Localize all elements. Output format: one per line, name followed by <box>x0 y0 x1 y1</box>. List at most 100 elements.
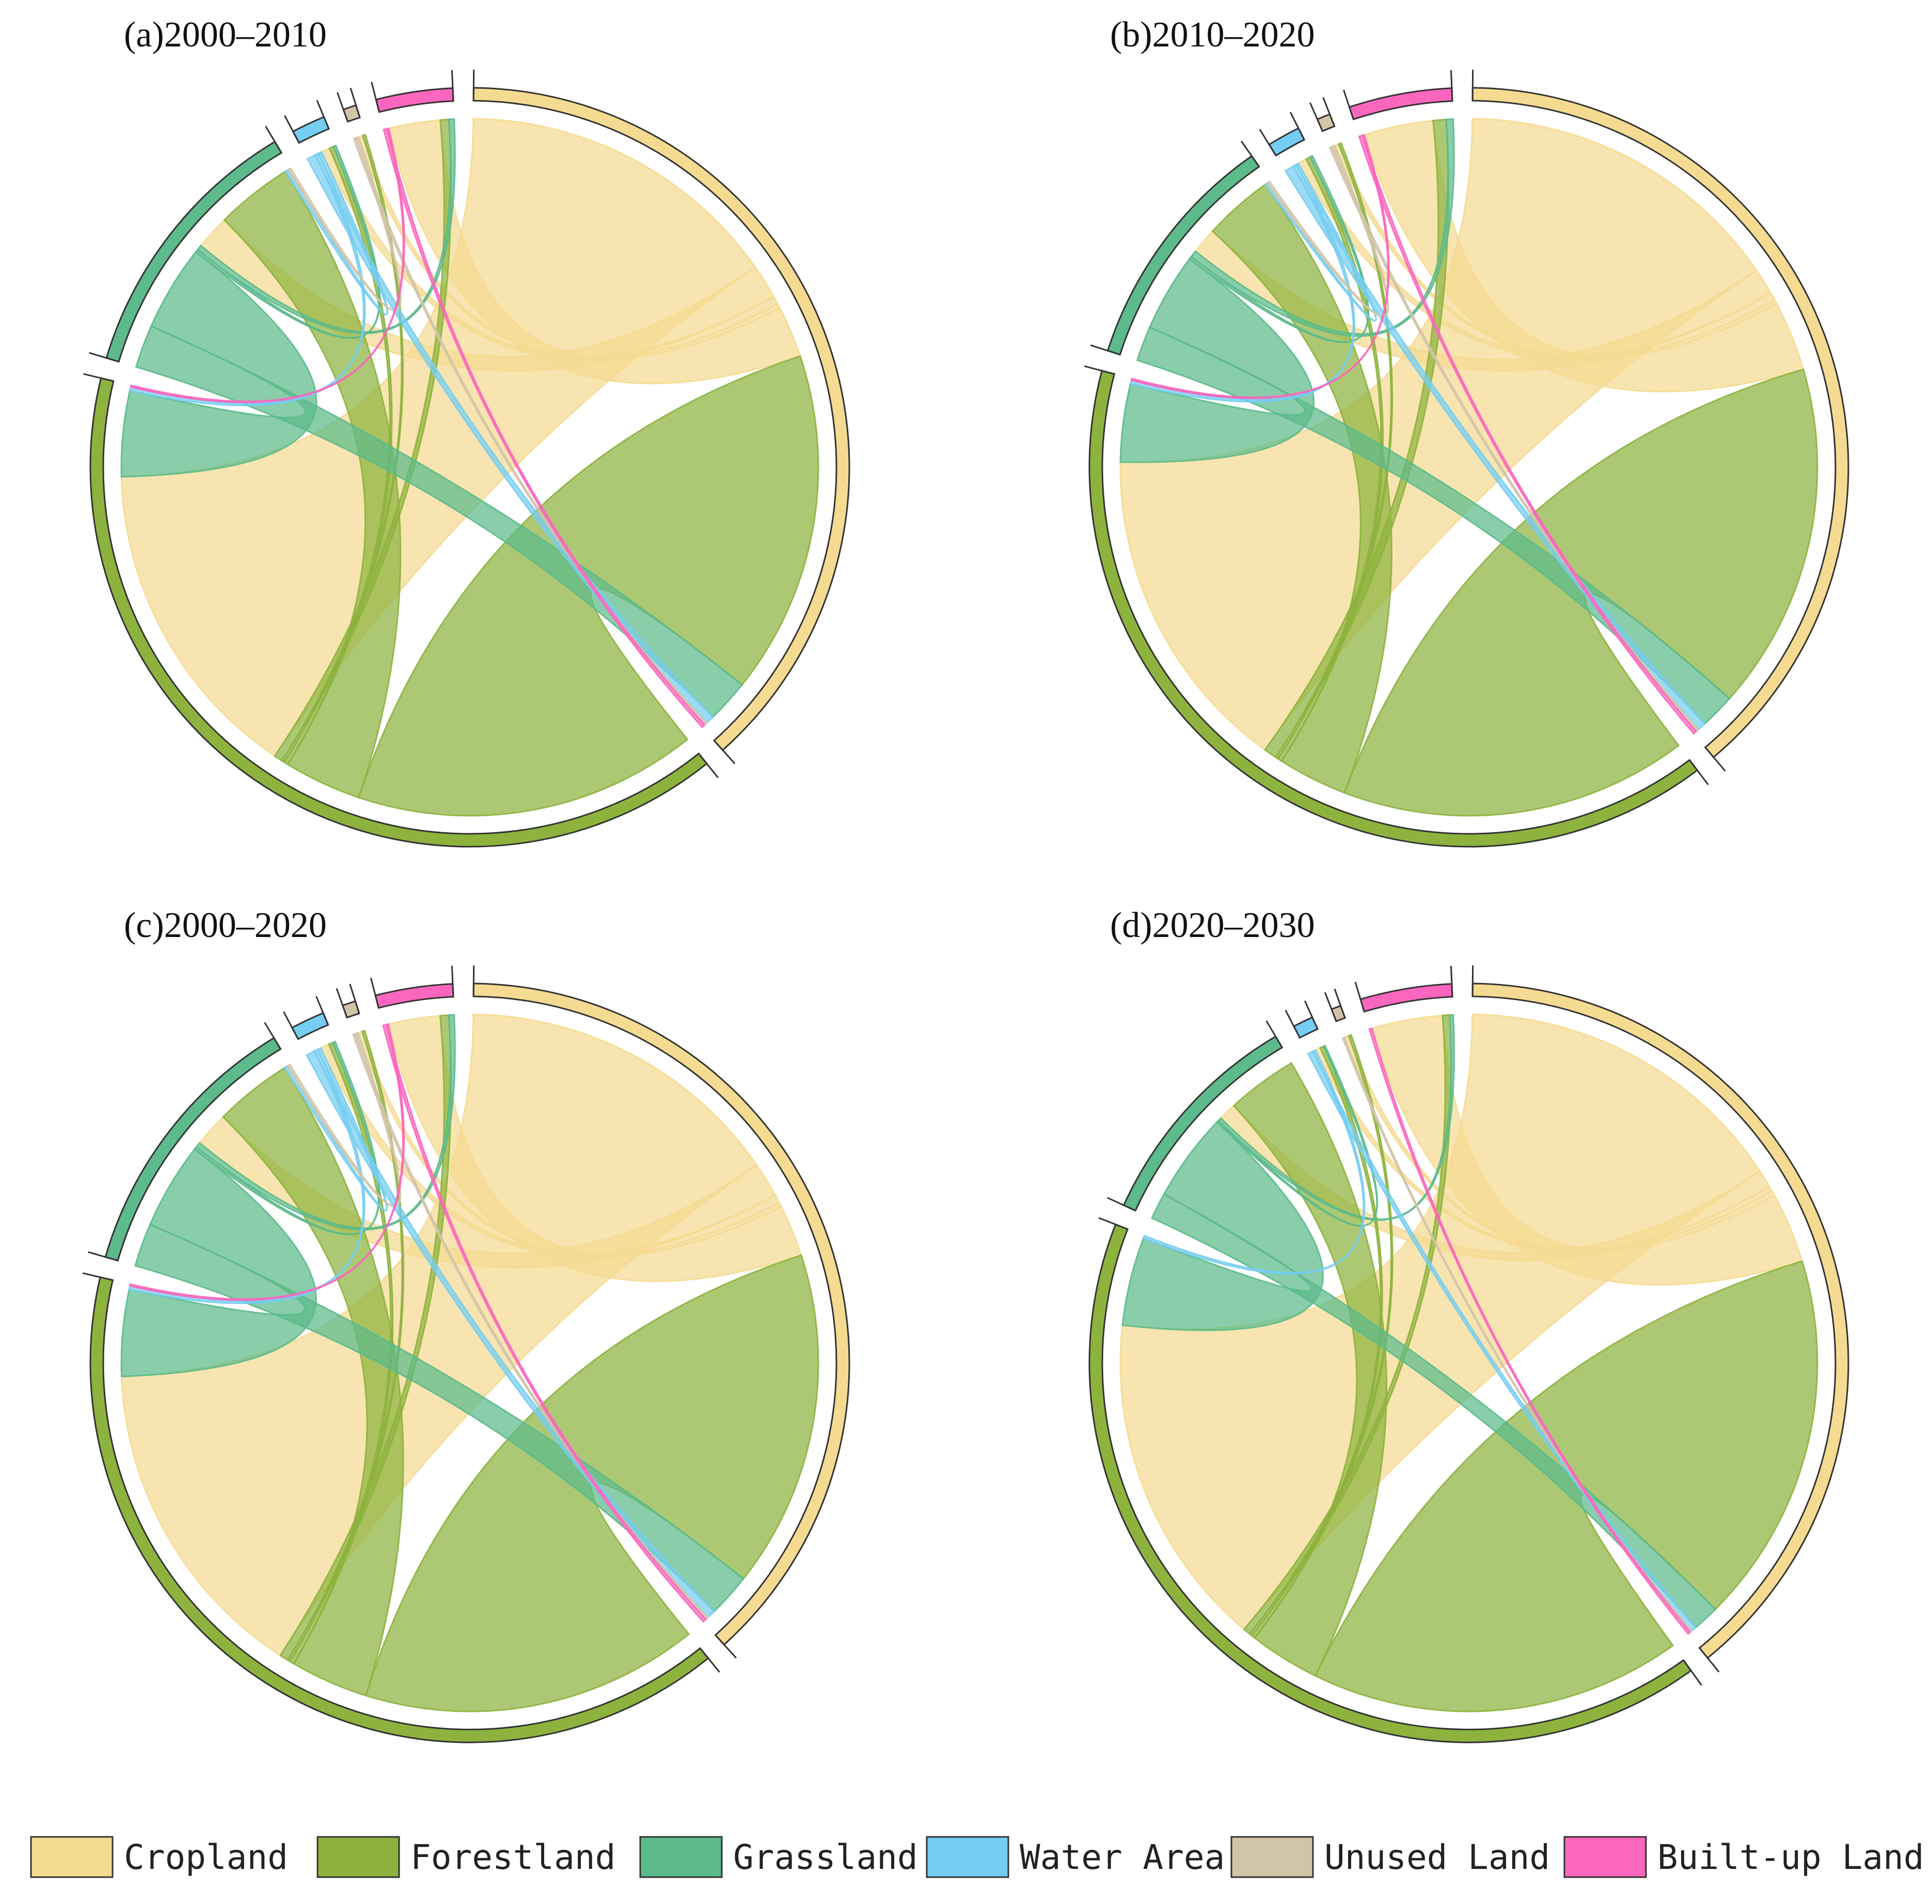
ribbon-water-area-to-grassland <box>284 151 389 315</box>
tick-forestland-start <box>1683 1659 1702 1686</box>
ribbon-grassland-to-forestland <box>120 1148 317 1377</box>
chord-panel-2: (b)2010–2020 <box>1084 15 1849 848</box>
tick-cropland-start <box>1471 70 1474 101</box>
ribbon-unused-land-to-grassland <box>1266 145 1389 317</box>
ribbon-built-up-land-to-cropland <box>1368 1027 1691 1635</box>
tick-grassland-start <box>1090 344 1120 356</box>
tick-grassland-start <box>88 1251 118 1262</box>
panel-title: (c)2000–2020 <box>124 906 327 945</box>
arc-water-area <box>291 1012 329 1040</box>
legend-item-grassland: Grassland <box>639 1836 918 1878</box>
arc-built-up-land <box>375 87 454 113</box>
tick-forestland-end <box>1084 365 1115 375</box>
legend-label: Unused Land <box>1324 1837 1550 1877</box>
tick-built-up-land-start <box>1354 981 1365 1012</box>
ribbon-water-area-to-forestland <box>1142 1049 1366 1275</box>
ribbon-built-up-land-to-forestland <box>1130 134 1390 400</box>
tick-unused-land-end <box>350 88 361 118</box>
ribbon-forestland-to-built-up-land <box>1263 118 1450 758</box>
legend-swatch <box>30 1836 114 1878</box>
ribbons <box>120 1013 819 1712</box>
tick-cropland-end <box>1704 747 1726 772</box>
panel-title: (b)2010–2020 <box>1110 15 1315 55</box>
tick-unused-land-start <box>1324 992 1337 1022</box>
legend-swatch <box>316 1836 400 1878</box>
panel-title: (d)2020–2030 <box>1110 906 1315 945</box>
legend-item-water-area: Water Area <box>926 1836 1225 1878</box>
panel-title: (a)2000–2010 <box>124 15 327 55</box>
tick-water-area-end <box>316 100 330 130</box>
ribbon-water-area-to-forestland <box>1129 163 1355 403</box>
tick-grassland-end <box>1241 140 1260 167</box>
ribbons <box>1119 1013 1818 1712</box>
tick-built-up-land-start <box>1343 89 1354 120</box>
tick-unused-land-end <box>1322 97 1336 126</box>
ribbon-grassland-to-water-area <box>1188 154 1369 343</box>
tick-water-area-start <box>283 1011 299 1040</box>
tick-cropland-start <box>1471 965 1474 997</box>
ribbon-grassland-to-forestland <box>120 250 318 478</box>
category-arcs <box>1084 70 1849 848</box>
tick-unused-land-end <box>1334 988 1346 1019</box>
tick-cropland-end <box>1699 1647 1720 1673</box>
legend-swatch <box>639 1836 723 1878</box>
ribbon-grassland-to-forestland <box>1119 258 1315 463</box>
ribbon-built-up-land-to-cropland <box>382 1023 707 1623</box>
category-arcs <box>83 70 850 848</box>
tick-unused-land-start <box>336 92 349 122</box>
ribbon-unused-land-to-grassland <box>287 1032 402 1208</box>
chord-panel-1: (a)2000–2010 <box>83 15 850 848</box>
tick-cropland-end <box>715 1635 737 1659</box>
tick-built-up-land-start <box>371 82 380 113</box>
legend-swatch <box>1563 1836 1647 1878</box>
category-arcs <box>1088 965 1849 1743</box>
legend-item-unused-land: Unused Land <box>1230 1836 1550 1878</box>
ribbon-grassland-to-water-area <box>195 144 381 339</box>
tick-water-area-end <box>1304 1000 1319 1029</box>
ribbon-grassland-to-forestland <box>1121 1121 1324 1331</box>
legend-item-forestland: Forestland <box>316 1836 615 1878</box>
tick-grassland-start <box>89 352 119 363</box>
ribbon-water-area-to-cropland <box>305 1050 716 1619</box>
ribbon-unused-land-to-cropland <box>353 137 708 726</box>
ribbon-grassland-to-water-area <box>1216 1044 1379 1227</box>
chord-panel-3: (c)2000–2020 <box>82 906 850 1743</box>
arc-water-area <box>1292 1016 1319 1039</box>
ribbon-unused-land-to-cropland <box>1341 1036 1693 1633</box>
arc-unused-land <box>1316 113 1336 133</box>
tick-forestland-start <box>699 1647 720 1673</box>
tick-unused-land-end <box>349 983 360 1014</box>
tick-water-area-end <box>1289 112 1305 140</box>
tick-water-area-start <box>283 115 300 144</box>
legend-item-built-up-land: Built-up Land <box>1563 1836 1924 1878</box>
tick-cropland-start <box>472 70 475 101</box>
arc-water-area <box>292 116 330 144</box>
ribbon-grassland-to-built-up-land <box>1217 1014 1455 1221</box>
arc-grassland <box>1122 1035 1284 1212</box>
arc-unused-land <box>342 104 361 123</box>
legend-label: Built-up Land <box>1657 1837 1924 1877</box>
category-arcs <box>82 965 850 1743</box>
ribbon-water-area-to-cropland <box>1284 165 1706 731</box>
ribbon-unused-land-to-cropland <box>1328 146 1700 733</box>
ribbon-built-up-land-to-forestland <box>130 127 405 403</box>
tick-water-area-start <box>1259 129 1277 156</box>
tick-cropland-start <box>472 965 475 997</box>
tick-grassland-end <box>1265 1020 1283 1048</box>
tick-built-up-land-start <box>370 977 379 1008</box>
chord-panels: (a)2000–2010 (b)2010–2020 (c)2000–2020 (d)2… <box>82 15 1849 1743</box>
legend-swatch <box>926 1836 1009 1878</box>
ribbon-water-area-to-grassland <box>283 1046 388 1212</box>
legend-label: Water Area <box>1020 1837 1225 1877</box>
tick-water-area-start <box>1285 1010 1301 1038</box>
tick-built-up-land-end <box>1450 965 1453 997</box>
legend-label: Cropland <box>124 1837 288 1877</box>
arc-built-up-land <box>1359 983 1453 1013</box>
legend: Cropland Forestland Grassland Water Area Unu… <box>30 1836 1924 1878</box>
tick-built-up-land-end <box>451 965 454 997</box>
ribbon-built-up-land-to-forestland <box>129 1023 405 1301</box>
tick-forestland-start <box>1689 759 1709 785</box>
tick-grassland-end <box>264 1022 281 1050</box>
legend-item-cropland: Cropland <box>30 1836 288 1878</box>
